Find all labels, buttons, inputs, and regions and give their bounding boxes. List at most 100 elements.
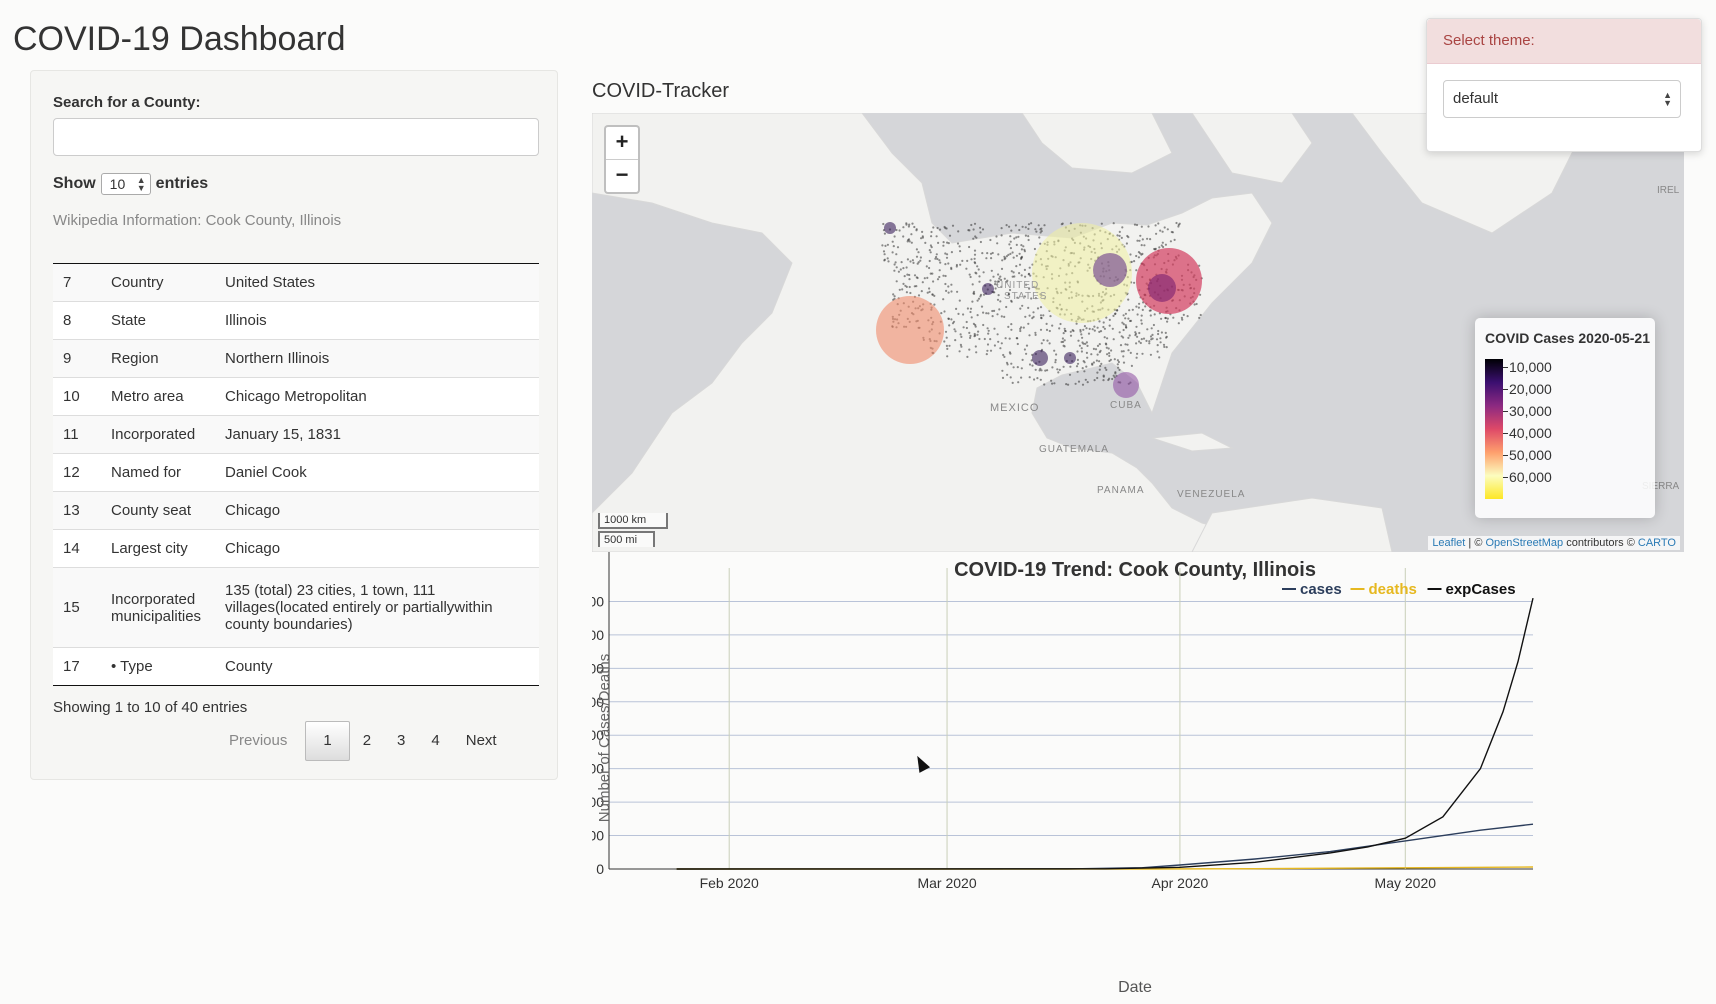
county-dot — [923, 277, 926, 280]
label-panama: PANAMA — [1097, 485, 1145, 496]
county-dot — [928, 266, 931, 270]
county-dot — [996, 242, 999, 245]
page-2-button[interactable]: 2 — [362, 732, 372, 749]
theme-select[interactable]: default ▲ ▼ — [1443, 80, 1681, 118]
row-value: Daniel Cook — [215, 453, 539, 492]
county-dot — [1093, 379, 1096, 382]
county-dot — [1020, 326, 1023, 329]
carto-link[interactable]: CARTO — [1637, 537, 1676, 549]
county-dot — [998, 308, 1001, 311]
county-dot — [1083, 370, 1086, 373]
county-dot — [1033, 378, 1036, 381]
county-dot — [907, 238, 911, 241]
county-dot — [1011, 251, 1014, 254]
county-dot — [1109, 358, 1112, 361]
county-dot — [1008, 351, 1011, 354]
county-dot — [1033, 247, 1036, 251]
county-dot — [1116, 359, 1119, 362]
county-dot — [932, 226, 935, 229]
county-dot — [1009, 247, 1012, 250]
county-dot — [1058, 368, 1061, 371]
county-dot — [1021, 304, 1024, 307]
county-dot — [1020, 376, 1023, 379]
county-dot — [1111, 327, 1114, 330]
county-dot — [1135, 223, 1139, 227]
county-dot — [977, 268, 980, 271]
county-dot — [965, 320, 968, 324]
county-dot — [1105, 368, 1108, 371]
zoom-in-button[interactable]: + — [606, 127, 638, 160]
county-dot — [1137, 256, 1140, 259]
x-tick-label: Apr 2020 — [1152, 875, 1209, 891]
county-dot — [1099, 364, 1102, 368]
page-1-button[interactable]: 1 — [305, 721, 350, 761]
county-dot — [1018, 228, 1021, 232]
county-dot — [1127, 317, 1130, 320]
county-dot — [917, 294, 921, 297]
row-key: Largest city — [101, 529, 215, 568]
county-dot — [1118, 331, 1121, 334]
county-dot — [1046, 339, 1049, 342]
county-dot — [1090, 353, 1093, 356]
county-dot — [1140, 314, 1143, 317]
county-dot — [1159, 229, 1162, 232]
zoom-out-button[interactable]: − — [615, 162, 629, 187]
county-dot — [996, 283, 999, 286]
county-dot — [901, 288, 904, 291]
county-dot — [1001, 259, 1004, 262]
y-tick-label: 0 — [596, 861, 604, 877]
county-dot — [1072, 329, 1075, 333]
y-tick-label: 300000 — [592, 660, 604, 676]
county-dot — [973, 253, 977, 256]
covid-map[interactable]: UNITED STATES MEXICO CUBA GUATEMALA PANA… — [592, 113, 1684, 552]
county-dot — [902, 267, 905, 270]
county-dot — [1141, 352, 1144, 355]
county-dot — [1053, 382, 1056, 385]
openstreetmap-link[interactable]: OpenStreetMap — [1485, 537, 1564, 549]
county-dot — [1080, 333, 1083, 336]
page-3-button[interactable]: 3 — [397, 732, 406, 749]
leaflet-link[interactable]: Leaflet — [1432, 537, 1466, 549]
county-dot — [943, 225, 946, 229]
county-dot — [1017, 235, 1020, 238]
county-dot — [895, 228, 898, 232]
county-dot — [908, 285, 911, 289]
county-dot — [1019, 327, 1022, 330]
trend-chart[interactable]: COVID-19 Trend: Cook County, Illinois 0 5… — [592, 552, 1692, 1004]
county-dot — [1046, 369, 1049, 372]
county-dot — [1024, 275, 1027, 278]
bubble-florida — [1113, 372, 1139, 398]
county-dot — [954, 330, 957, 333]
county-dot — [1081, 336, 1084, 339]
county-dot — [1039, 231, 1042, 234]
entries-select[interactable]: 10 ▲ ▼ — [100, 173, 151, 195]
county-dot — [1160, 317, 1163, 320]
previous-page-button[interactable]: Previous — [229, 732, 288, 749]
county-dot — [1116, 234, 1119, 237]
legend-entry-deaths: deaths — [1369, 581, 1417, 598]
county-dot — [957, 312, 960, 315]
row-value: Chicago Metropolitan — [215, 377, 539, 416]
county-dot — [1017, 381, 1020, 384]
theme-select-value: default — [1453, 90, 1499, 107]
county-dot — [1039, 228, 1042, 231]
search-input[interactable] — [53, 118, 539, 156]
next-page-button[interactable]: Next — [465, 732, 497, 749]
county-dot — [940, 312, 943, 315]
series-line-cases — [676, 823, 1534, 870]
county-dot — [928, 287, 931, 290]
county-dot — [897, 270, 900, 273]
page-4-button[interactable]: 4 — [431, 732, 440, 749]
county-dot — [1027, 322, 1030, 325]
county-dot — [1061, 337, 1064, 340]
row-index: 12 — [53, 453, 101, 492]
county-dot — [1122, 361, 1126, 364]
county-dot — [1148, 309, 1151, 312]
county-dot — [1053, 349, 1056, 352]
county-dot — [916, 276, 919, 280]
row-key: Incorporated municipalities — [101, 567, 215, 648]
county-dot — [913, 274, 917, 277]
county-dot — [915, 255, 919, 258]
county-dot — [1147, 225, 1150, 228]
county-dot — [908, 223, 911, 226]
